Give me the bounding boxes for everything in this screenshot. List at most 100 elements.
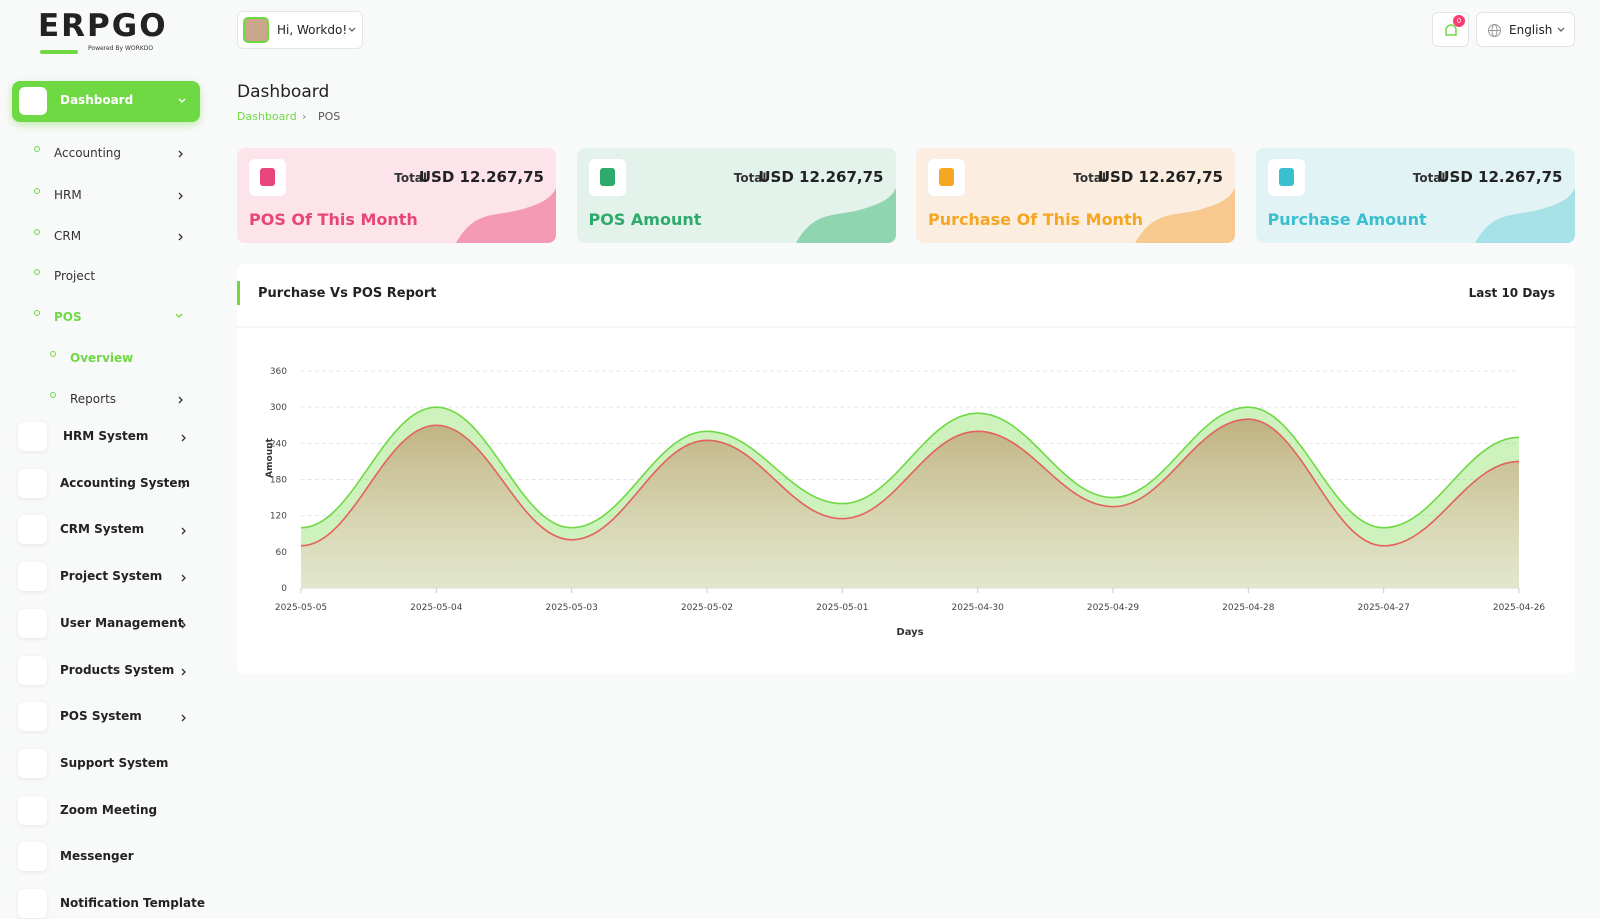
chevron xyxy=(181,434,186,442)
card-amount: USD 12.267,75 xyxy=(1437,168,1563,186)
nav-label: HRM xyxy=(54,188,82,202)
nav-item-active[interactable]: Dashboard xyxy=(12,81,200,122)
nav-item[interactable]: Notification Template xyxy=(18,889,205,919)
nav-label: CRM xyxy=(54,229,82,243)
x-tick-label: 2025-05-02 xyxy=(681,603,733,613)
nav-item[interactable]: Messenger xyxy=(18,842,198,872)
nav-icon xyxy=(18,748,47,778)
nav-icon xyxy=(18,842,47,872)
brand[interactable]: ERPGO xyxy=(38,8,168,44)
nav-bullet xyxy=(34,146,40,152)
nav-label: Notification Template xyxy=(60,896,205,910)
nav-icon xyxy=(18,515,47,545)
bell-icon xyxy=(1445,24,1457,36)
card-icon-glyph xyxy=(599,168,615,186)
card-total-label: Total : xyxy=(733,171,776,185)
chevron-line xyxy=(181,668,186,675)
nav-item[interactable]: HRM System xyxy=(18,422,198,452)
chevron xyxy=(178,233,183,241)
x-tick-label: 2025-05-01 xyxy=(816,603,868,613)
card-wave xyxy=(795,188,896,243)
card-amount: USD 12.267,75 xyxy=(1097,168,1223,186)
chevron xyxy=(181,668,186,675)
avatar xyxy=(243,17,269,43)
nav-label: Overview xyxy=(70,351,134,365)
nav-label: Reports xyxy=(70,392,117,406)
card-icon xyxy=(928,159,965,196)
area-fill xyxy=(301,419,1519,588)
y-tick-label: 240 xyxy=(270,439,287,449)
nav-bullet xyxy=(50,392,56,398)
card-wave xyxy=(456,188,556,243)
card-icon-glyph xyxy=(260,168,275,186)
card-wave-shape xyxy=(1474,188,1575,243)
chevron-line xyxy=(181,481,186,489)
user-menu[interactable]: Hi, Workdo! xyxy=(237,11,363,49)
card-icon xyxy=(249,159,286,196)
nav-label: Accounting xyxy=(54,146,122,160)
nav-label: Project xyxy=(54,269,96,283)
stat-card: Total : USD 12.267,75 Purchase Of This Mon… xyxy=(916,148,1235,243)
chevron-line xyxy=(178,233,183,241)
x-tick-label: 2025-04-26 xyxy=(1493,603,1546,613)
chevron xyxy=(181,621,186,629)
chevron-line xyxy=(175,313,183,318)
breadcrumb-current: POS xyxy=(318,110,341,123)
chevron-line xyxy=(178,150,183,158)
y-axis-label: Amount xyxy=(265,437,275,477)
nav-item[interactable]: Products System xyxy=(18,655,198,686)
nav-icon xyxy=(18,655,47,685)
language-menu[interactable]: English xyxy=(1476,12,1575,47)
nav-item[interactable]: CRM System xyxy=(18,515,198,545)
nav-bullet xyxy=(50,351,56,357)
nav-icon xyxy=(18,608,47,638)
nav-item[interactable]: User Management xyxy=(18,608,198,639)
nav-sub-item[interactable]: CRM xyxy=(0,229,200,247)
nav-label: POS System xyxy=(60,709,142,724)
nav-label: Project System xyxy=(60,569,163,584)
notification-button[interactable]: 0 xyxy=(1432,12,1469,47)
chevron xyxy=(178,192,183,200)
nav-item[interactable]: POS System xyxy=(18,702,198,732)
nav-icon xyxy=(18,795,47,825)
nav-item[interactable]: Accounting System xyxy=(18,468,198,499)
card-total-label: Total : xyxy=(1412,171,1455,185)
x-tick-label: 2025-05-03 xyxy=(546,603,598,613)
nav-sub-item[interactable]: Reports xyxy=(0,392,200,410)
y-tick-label: 300 xyxy=(270,403,287,413)
nav-sub-item[interactable]: HRM xyxy=(0,188,200,206)
nav-label: POS xyxy=(54,310,82,324)
brand-underline xyxy=(40,50,78,54)
nav-label: HRM System xyxy=(63,429,149,443)
chevron xyxy=(181,481,186,489)
nav-sub-item[interactable]: Project xyxy=(0,269,200,287)
chart-panel: Purchase Vs POS Report Last 10 Days Days… xyxy=(237,264,1575,674)
chevron-line xyxy=(178,192,183,200)
line xyxy=(300,418,1520,547)
nav-item[interactable]: Zoom Meeting xyxy=(18,795,198,826)
nav-sub-item[interactable]: Accounting xyxy=(0,146,200,164)
chevron xyxy=(175,313,183,318)
stat-card: Total : USD 12.267,75 POS Of This Month xyxy=(237,148,556,243)
nav-item[interactable]: Project System xyxy=(18,562,198,592)
sidebar: ERPGO Powered By WORKDO Dashboard Account… xyxy=(0,0,214,918)
y-tick-label: 360 xyxy=(270,367,287,377)
greeting: Hi, Workdo! xyxy=(277,23,348,37)
chart-title: Purchase Vs POS Report xyxy=(258,286,437,301)
chart: Purchase Vs POS Report Last 10 Days Days… xyxy=(237,281,1575,638)
nav-icon xyxy=(18,422,47,451)
card-wave-shape xyxy=(456,188,556,243)
chevron xyxy=(181,574,186,582)
card-wave xyxy=(1135,188,1235,243)
card-icon xyxy=(1267,159,1305,196)
chevron-line xyxy=(181,434,186,442)
period-selector[interactable]: Last 10 Days xyxy=(1469,286,1555,300)
chevron xyxy=(181,527,186,535)
card-icon xyxy=(588,159,626,196)
nav-item[interactable]: Support System xyxy=(18,748,198,779)
nav-sub-item[interactable]: POS xyxy=(0,310,200,328)
breadcrumb-link[interactable]: Dashboard xyxy=(237,110,297,123)
nav-sub-item[interactable]: Overview xyxy=(0,351,200,369)
title-accent xyxy=(237,281,240,305)
